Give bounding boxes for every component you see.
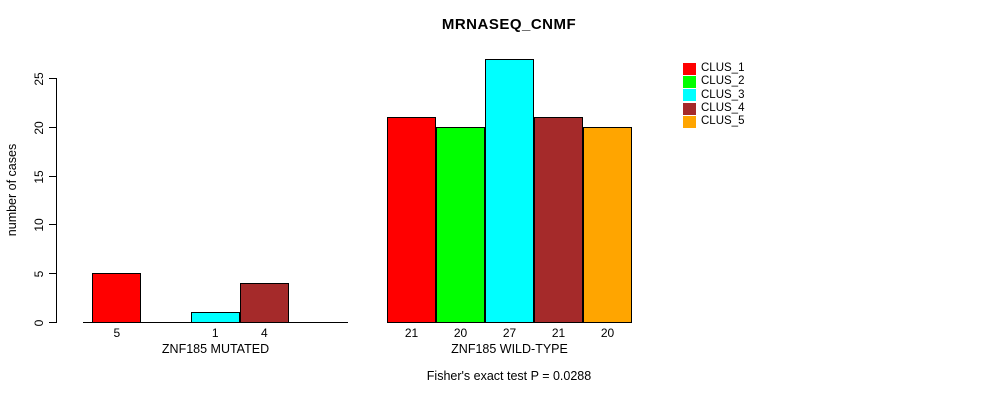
bar-clus_1 <box>92 273 142 323</box>
legend-label: CLUS_2 <box>701 75 745 88</box>
y-tick-mark <box>49 176 56 177</box>
legend: CLUS_1 CLUS_2 CLUS_3 CLUS_4 CLUS_5 <box>683 62 744 128</box>
bar-panel-mutated <box>83 59 348 323</box>
y-tick-mark <box>49 322 56 323</box>
legend-label: CLUS_3 <box>701 88 745 101</box>
legend-row: CLUS_1 <box>683 62 744 75</box>
bar-value-label: 27 <box>502 326 517 340</box>
bar-clus_2 <box>436 127 485 323</box>
y-tick-mark <box>49 273 56 274</box>
bar-value-label: 20 <box>453 326 468 340</box>
x-axis-group-title: ZNF185 WILD-TYPE <box>451 342 568 356</box>
legend-swatch-clus_2 <box>683 75 696 88</box>
chart-title: MRNASEQ_CNMF <box>441 16 577 33</box>
fisher-test-annotation: Fisher's exact test P = 0.0288 <box>426 369 592 383</box>
bar-value-label: 21 <box>404 326 419 340</box>
legend-label: CLUS_4 <box>701 102 745 115</box>
y-tick-mark <box>49 78 56 79</box>
legend-swatch-clus_3 <box>683 89 696 102</box>
bar-value-label: 20 <box>600 326 615 340</box>
legend-swatch-clus_4 <box>683 102 696 115</box>
y-tick-mark <box>49 224 56 225</box>
y-tick-label: 5 <box>32 270 46 277</box>
y-tick-label: 0 <box>32 319 46 326</box>
x-axis-group-title: ZNF185 MUTATED <box>161 342 270 356</box>
legend-row: CLUS_5 <box>683 115 744 128</box>
legend-swatch-clus_5 <box>683 115 696 128</box>
bar-value-label: 21 <box>551 326 566 340</box>
y-tick-label: 10 <box>32 217 46 232</box>
bar-clus_4 <box>239 283 289 323</box>
y-axis-label: number of cases <box>5 143 19 237</box>
bar-clus_4 <box>534 117 583 323</box>
legend-label: CLUS_5 <box>701 115 745 128</box>
legend-row: CLUS_2 <box>683 75 744 88</box>
y-tick-label: 25 <box>32 71 46 86</box>
bar-value-label: 5 <box>113 326 121 340</box>
bar-clus_3 <box>485 59 534 323</box>
bar-clus_3 <box>190 312 240 323</box>
bar-clus_1 <box>387 117 436 323</box>
legend-row: CLUS_4 <box>683 102 744 115</box>
legend-row: CLUS_3 <box>683 89 744 102</box>
y-tick-mark <box>49 127 56 128</box>
bar-panel-wild-type <box>387 59 632 323</box>
y-tick-label: 20 <box>32 120 46 135</box>
bar-value-label: 4 <box>261 326 268 340</box>
legend-label: CLUS_1 <box>701 62 745 75</box>
y-tick-label: 15 <box>32 169 46 184</box>
bar-clus_5 <box>583 127 632 323</box>
y-axis-line <box>56 78 57 323</box>
legend-swatch-clus_1 <box>683 62 696 75</box>
bar-value-label: 1 <box>211 326 219 340</box>
